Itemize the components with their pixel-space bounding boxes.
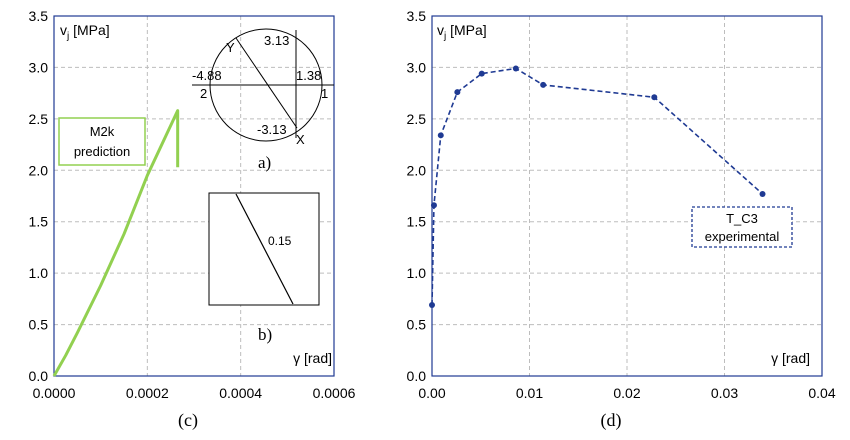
label-y: Y — [226, 40, 235, 55]
label-x: X — [296, 132, 305, 147]
x-tick-label: 0.04 — [808, 385, 835, 401]
y-label-sub: j — [443, 31, 446, 42]
m2k-annotation-box — [58, 117, 146, 166]
y-tick-label: 1.5 — [407, 214, 427, 230]
label-pt2: 2 — [200, 86, 207, 101]
chart-c-frame — [53, 15, 335, 377]
inset-a-caption: a) — [258, 153, 271, 172]
series-line — [52, 109, 180, 377]
label-left: -4.88 — [192, 68, 222, 83]
y-tick-label: 0.5 — [407, 317, 427, 333]
y-tick-label: 2.0 — [407, 162, 427, 178]
y-tick-label: 3.0 — [29, 59, 49, 75]
chart-c-series — [52, 109, 180, 377]
x-tick-label: 0.01 — [516, 385, 543, 401]
y-tick-label: 3.5 — [407, 8, 427, 24]
y-label-main: v — [437, 22, 444, 38]
tc3-annotation-line1: T_C3 — [726, 211, 758, 226]
tc3-annotation-box — [691, 206, 793, 248]
data-point — [651, 94, 658, 101]
x-tick-label: 0.0002 — [126, 385, 169, 401]
inset-b-line — [235, 193, 294, 305]
mohr-diameter — [235, 37, 298, 129]
m2k-annotation-line2: prediction — [74, 144, 130, 159]
y-label-sub: j — [66, 31, 69, 42]
inset-b-value: 0.15 — [268, 234, 292, 248]
inset-b: 0.15 b) — [208, 192, 320, 344]
tc3-annotation-line2: experimental — [705, 229, 780, 244]
chart-d-x-label: γ [rad] — [771, 350, 810, 366]
x-tick-label: 0.03 — [711, 385, 738, 401]
data-point — [512, 65, 519, 72]
chart-d-caption: (d) — [601, 410, 622, 431]
x-tick-label: 0.0006 — [313, 385, 356, 401]
y-tick-label: 3.0 — [407, 59, 427, 75]
data-point — [429, 302, 435, 309]
y-tick-label: 0.5 — [29, 317, 49, 333]
y-tick-label: 2.5 — [407, 111, 427, 127]
y-tick-label: 0.0 — [29, 368, 49, 384]
chart-d-y-ticks: 0.0 0.5 1.0 1.5 2.0 2.5 3.0 3.5 — [407, 8, 427, 384]
chart-d-series — [429, 65, 766, 309]
y-tick-label: 1.0 — [407, 265, 427, 281]
data-point — [430, 202, 437, 209]
y-tick-label: 1.5 — [29, 214, 49, 230]
y-label-main: v — [60, 22, 67, 38]
series-line — [431, 67, 764, 306]
chart-c-y-ticks: 0.0 0.5 1.0 1.5 2.0 2.5 3.0 3.5 — [29, 8, 49, 384]
chart-d-frame — [431, 15, 823, 377]
x-tick-label: 0.0000 — [33, 385, 76, 401]
inset-a: Y X 3.13 -3.13 -4.88 1.38 2 1 a) — [192, 28, 334, 172]
chart-c-x-ticks: 0.0000 0.0002 0.0004 0.0006 — [33, 385, 356, 401]
chart-d: 0.00.51.01.52.02.53.03.5 0.00 0.01 0.02 0.0… — [407, 8, 836, 431]
chart-c-caption: (c) — [178, 410, 198, 431]
x-tick-label: 0.02 — [613, 385, 640, 401]
m2k-annotation-line1: M2k — [90, 124, 115, 139]
label-bottom: -3.13 — [257, 122, 287, 137]
data-point — [540, 81, 547, 88]
data-point — [437, 132, 444, 139]
data-point — [454, 89, 461, 96]
chart-d-x-ticks: 0.00 0.01 0.02 0.03 0.04 — [418, 385, 835, 401]
chart-d-y-label: vj [MPa] — [437, 22, 487, 42]
chart-c-x-label: γ [rad] — [293, 350, 332, 366]
y-tick-label: 2.5 — [29, 111, 49, 127]
data-point — [759, 190, 766, 197]
y-tick-label: 3.5 — [29, 8, 49, 24]
label-pt1: 1 — [321, 86, 328, 101]
label-top: 3.13 — [264, 33, 289, 48]
y-label-unit: [MPa] — [446, 22, 486, 38]
data-point — [478, 70, 485, 77]
y-label-unit: [MPa] — [69, 22, 109, 38]
y-tick-label: 1.0 — [29, 265, 49, 281]
label-right: 1.38 — [296, 68, 321, 83]
inset-b-caption: b) — [258, 325, 272, 344]
chart-c: 0.00.51.01.52.02.53.03.5 0.0000 0.0002 0.0… — [29, 8, 356, 431]
x-tick-label: 0.0004 — [219, 385, 262, 401]
y-tick-label: 2.0 — [29, 162, 49, 178]
x-tick-label: 0.00 — [418, 385, 445, 401]
y-tick-label: 0.0 — [407, 368, 427, 384]
chart-c-y-label: vj [MPa] — [60, 22, 110, 42]
